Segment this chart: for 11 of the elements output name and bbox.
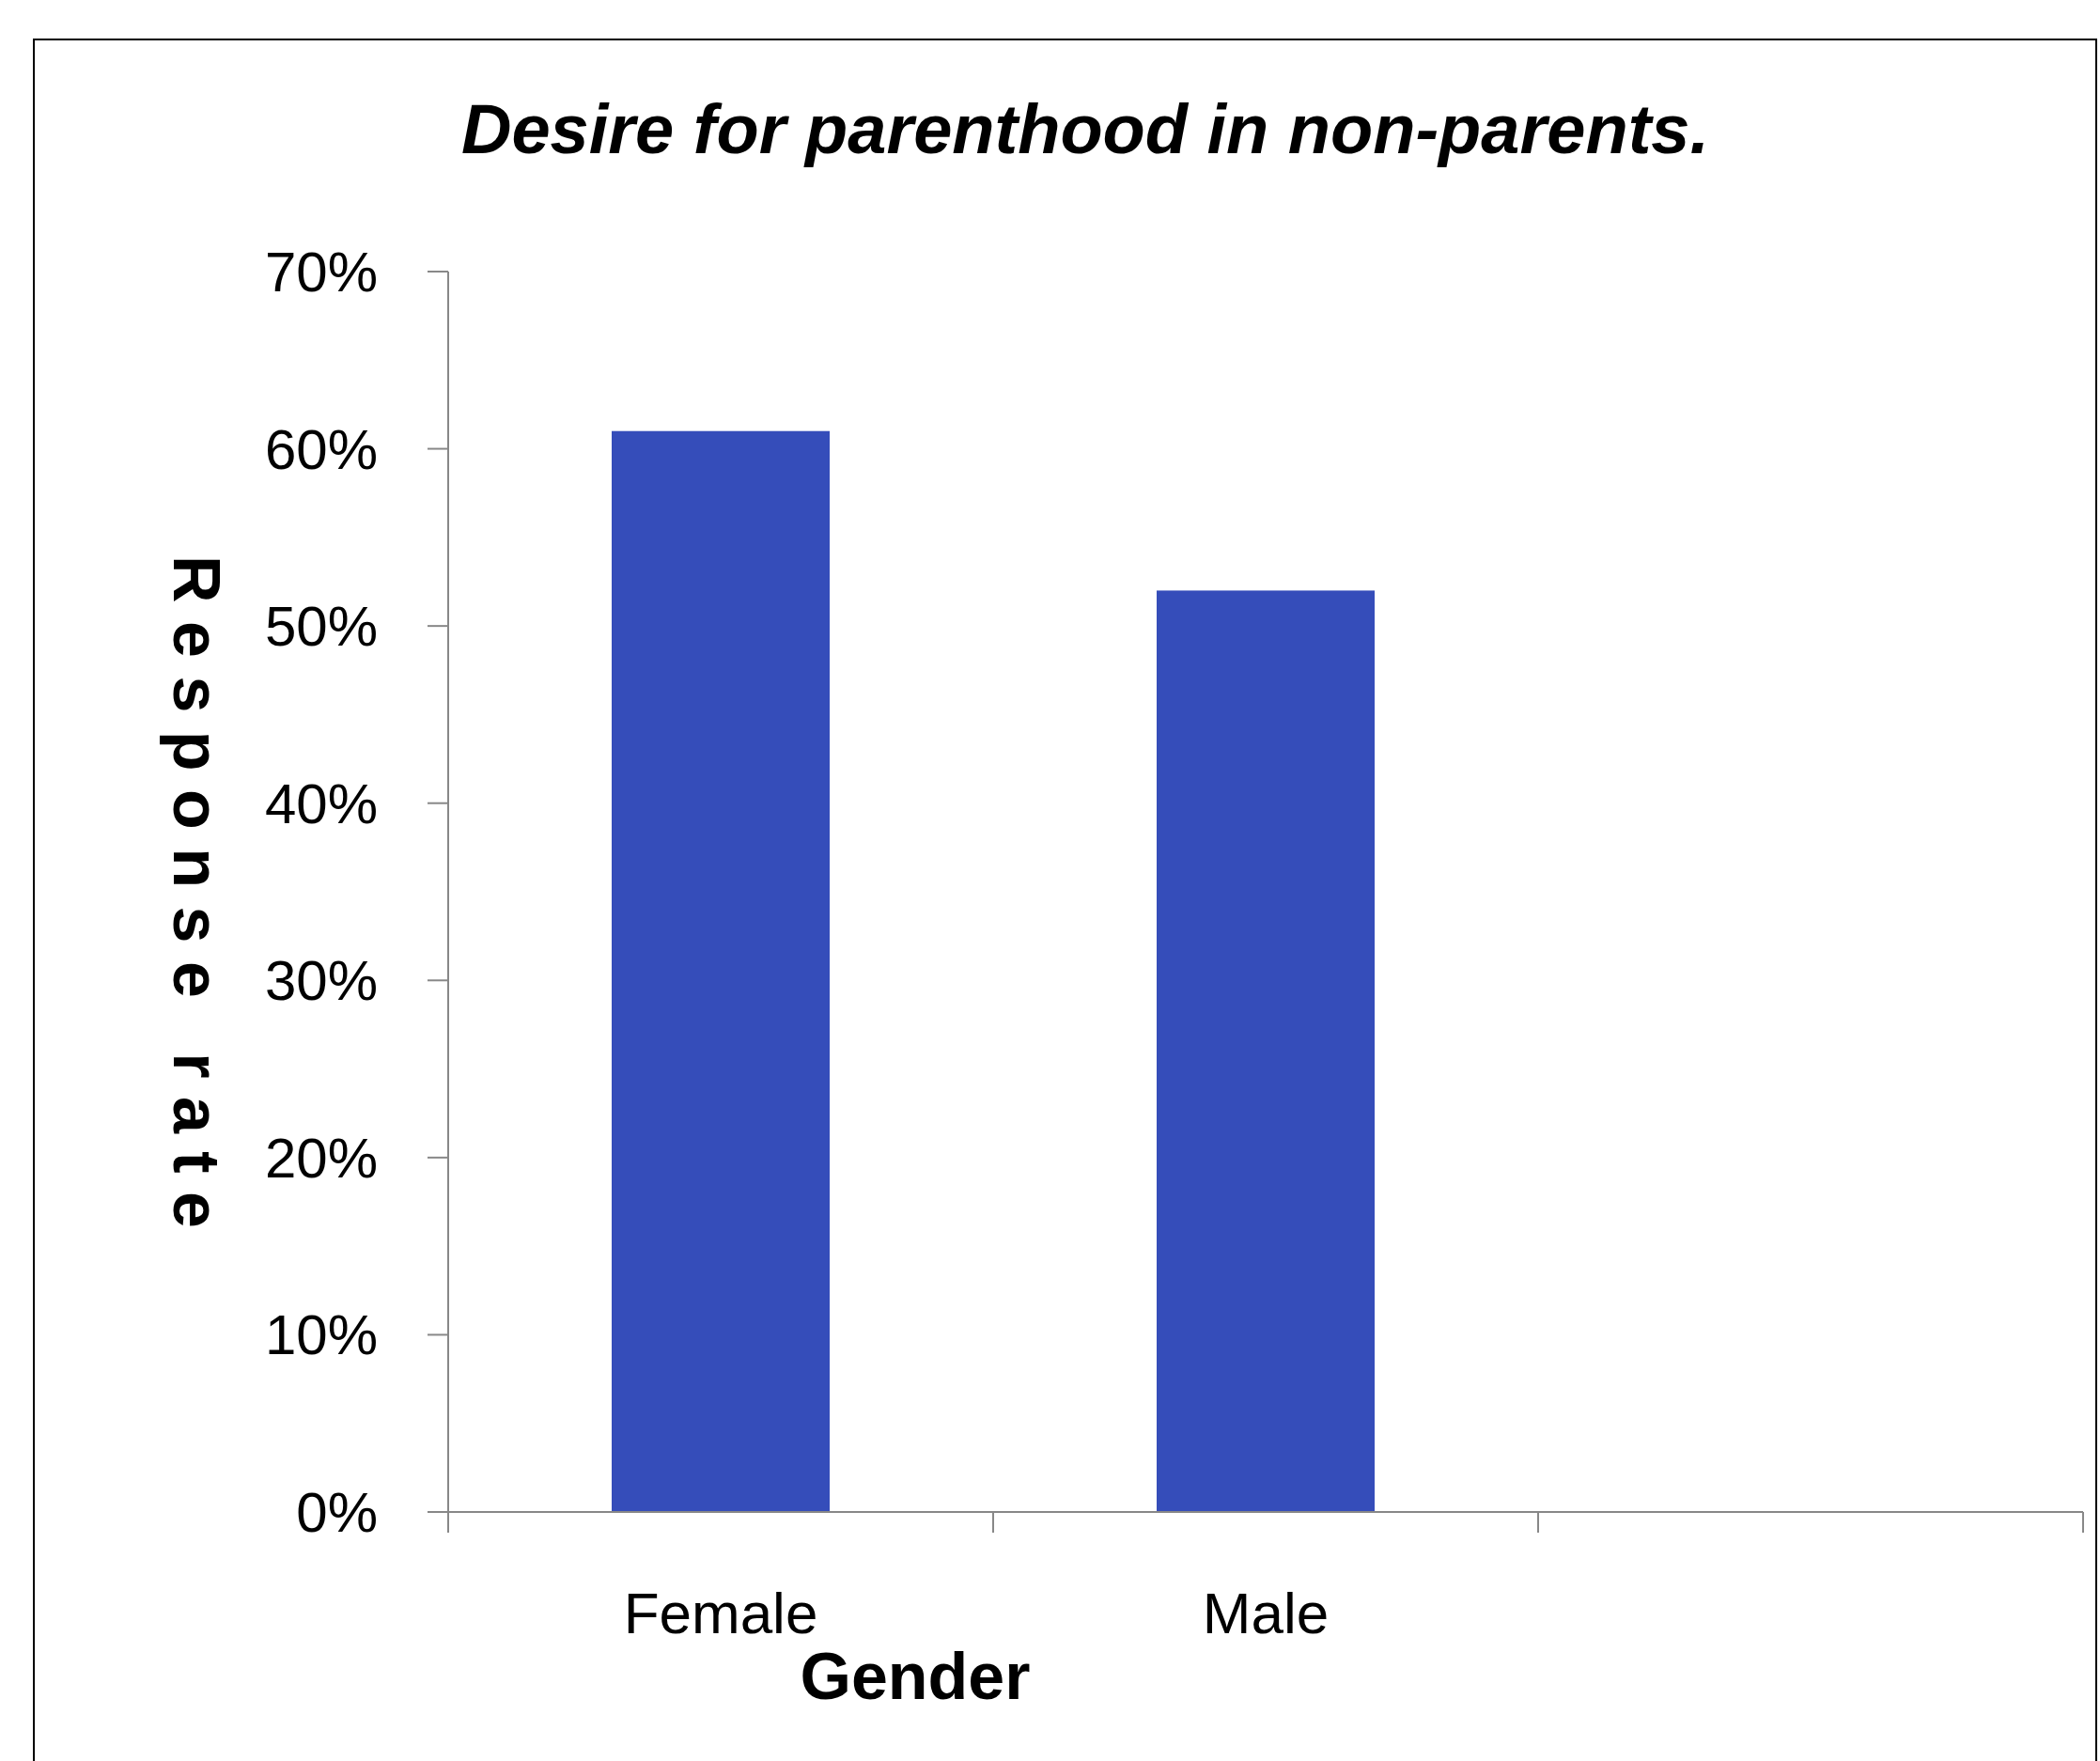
y-tick-label: 40% (264, 771, 378, 835)
y-tick-label: 60% (264, 417, 378, 481)
chart-title: Desire for parenthood in non-parents. (461, 90, 1709, 168)
y-tick-label: 50% (264, 595, 378, 659)
y-tick-label: 0% (296, 1481, 378, 1544)
y-tick-label: 70% (264, 241, 378, 304)
y-tick-label: 30% (264, 949, 378, 1013)
x-tick-label: Male (1202, 1581, 1330, 1645)
y-tick-label: 20% (264, 1126, 378, 1190)
y-tick-label: 10% (264, 1303, 378, 1367)
y-axis-title: Response rate (160, 555, 233, 1228)
